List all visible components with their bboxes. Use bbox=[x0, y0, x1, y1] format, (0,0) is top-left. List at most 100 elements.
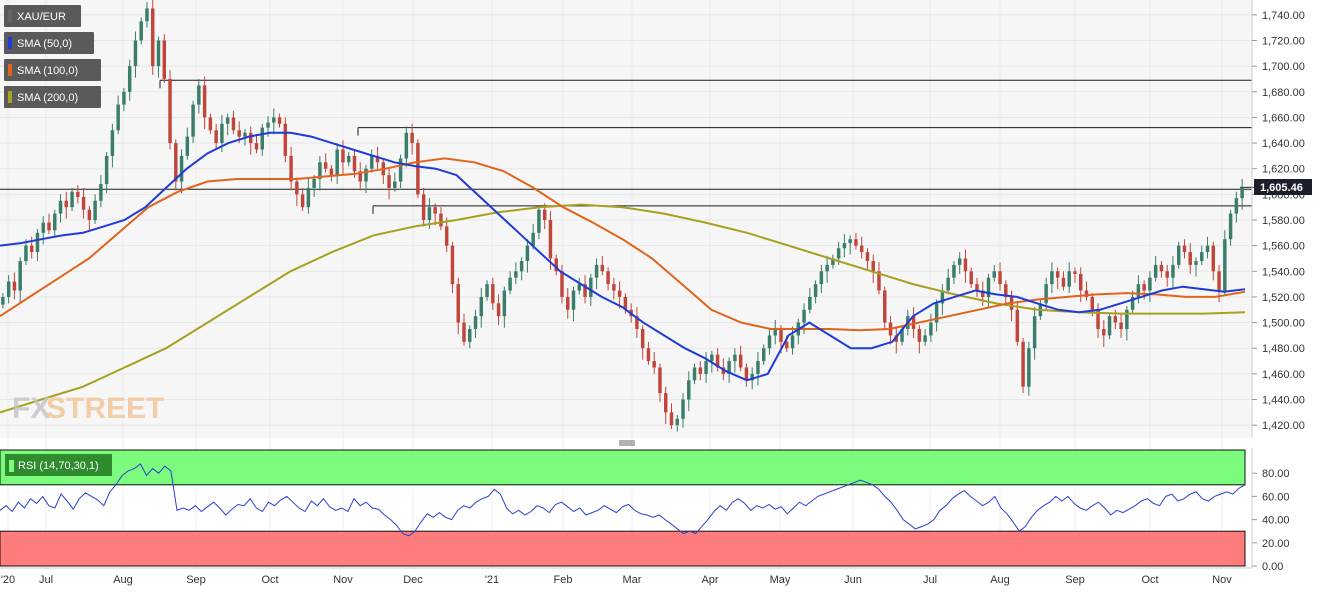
candle-body bbox=[640, 329, 645, 349]
candle-body bbox=[1176, 245, 1181, 265]
candle-body bbox=[1171, 264, 1175, 278]
candle-body bbox=[329, 168, 334, 176]
candle-body bbox=[295, 181, 299, 195]
candle-body bbox=[946, 277, 950, 291]
candle-body bbox=[1194, 261, 1198, 265]
candle-body bbox=[1107, 316, 1112, 336]
candle-body bbox=[133, 40, 138, 67]
time-axis[interactable]: '20 Jul Aug Sep Oct Nov Dec '21 Feb Mar Apr May Jun J… bbox=[0, 567, 1252, 586]
candle-body bbox=[398, 158, 403, 182]
candle-body bbox=[537, 209, 541, 233]
rsi-label-box[interactable] bbox=[5, 454, 112, 476]
candle-body bbox=[848, 239, 852, 244]
price-tick-label: 1,500.00 bbox=[1262, 318, 1305, 330]
last-price-label: 1,605.46 bbox=[1260, 182, 1303, 194]
sma-50-line bbox=[0, 131, 1246, 382]
candle-body bbox=[635, 316, 639, 329]
candle-body bbox=[491, 284, 495, 304]
time-tick-label: Nov bbox=[333, 574, 353, 586]
candle-body bbox=[767, 335, 772, 349]
candle-body bbox=[283, 123, 288, 156]
candle-body bbox=[70, 191, 74, 208]
rsi-tick-label: 20.00 bbox=[1262, 538, 1290, 550]
candle-body bbox=[1067, 271, 1071, 287]
candle-body bbox=[404, 132, 409, 159]
candle-body bbox=[865, 252, 870, 262]
candle-body bbox=[1004, 284, 1008, 297]
candle-body bbox=[773, 329, 777, 336]
candle-body bbox=[900, 329, 904, 342]
candle-body bbox=[836, 248, 841, 259]
candle-body bbox=[969, 271, 973, 285]
rsi-axis[interactable]: 80.00 60.00 40.00 20.00 0.00 bbox=[1251, 448, 1290, 573]
candle-body bbox=[393, 181, 397, 188]
legend-item[interactable] bbox=[4, 59, 101, 81]
candle-body bbox=[1182, 245, 1187, 253]
legend-item[interactable] bbox=[4, 32, 94, 54]
legend-label: SMA (100,0) bbox=[17, 65, 78, 77]
candle-body bbox=[370, 155, 374, 169]
candle-body bbox=[237, 130, 241, 137]
time-tick-label: May bbox=[770, 574, 791, 586]
horizontal-levels bbox=[0, 79, 1254, 214]
candle-body bbox=[162, 40, 166, 79]
price-tick-label: 1,700.00 bbox=[1262, 61, 1305, 73]
candle-body bbox=[721, 367, 726, 374]
candle-body bbox=[560, 271, 564, 297]
candle-body bbox=[1223, 239, 1227, 291]
price-tick-label: 1,540.00 bbox=[1262, 266, 1305, 278]
candle-body bbox=[145, 8, 149, 22]
sma-200-line bbox=[0, 203, 1246, 414]
price-panel[interactable] bbox=[0, 0, 1252, 438]
sma-100-line bbox=[0, 157, 1246, 332]
time-tick-label: Jul bbox=[39, 574, 53, 586]
candle-body bbox=[669, 412, 674, 426]
time-tick-label: Jun bbox=[844, 574, 862, 586]
rsi-tick-label: 0.00 bbox=[1262, 561, 1283, 573]
candle-body bbox=[1027, 348, 1031, 387]
candle-body bbox=[957, 258, 962, 265]
candle-body bbox=[300, 194, 305, 208]
candle-body bbox=[104, 155, 109, 185]
candle-body bbox=[963, 258, 968, 272]
rsi-label: RSI (14,70,30,1) bbox=[18, 460, 99, 472]
rsi-tick-label: 80.00 bbox=[1262, 468, 1290, 480]
legend-swatch bbox=[8, 64, 12, 76]
price-tick-label: 1,440.00 bbox=[1262, 395, 1305, 407]
candle-body bbox=[179, 155, 184, 182]
candle-body bbox=[76, 191, 80, 197]
candle-body bbox=[1211, 245, 1216, 272]
candle-body bbox=[58, 200, 63, 214]
price-tick-label: 1,680.00 bbox=[1262, 87, 1305, 99]
candle-body bbox=[727, 361, 731, 374]
candle-body bbox=[358, 171, 362, 182]
legend-item[interactable] bbox=[4, 86, 101, 108]
candle-body bbox=[24, 245, 28, 262]
candle-body bbox=[750, 373, 754, 381]
candle-body bbox=[421, 194, 426, 220]
legend: XAU/EUR SMA (50,0) SMA (100,0) SMA (200,0) bbox=[4, 5, 101, 108]
candle-body bbox=[1050, 271, 1054, 285]
candle-body bbox=[410, 132, 414, 144]
candle-body bbox=[952, 264, 956, 278]
price-tick-label: 1,640.00 bbox=[1262, 138, 1305, 150]
candle-body bbox=[1159, 264, 1164, 272]
candle-body bbox=[675, 418, 679, 426]
candle-body bbox=[566, 296, 570, 310]
last-price-badge bbox=[1254, 179, 1312, 195]
legend-swatch bbox=[8, 37, 12, 49]
legend-item[interactable] bbox=[4, 5, 81, 27]
candle-body bbox=[1079, 273, 1083, 291]
candle-body bbox=[1102, 329, 1106, 336]
candle-body bbox=[64, 200, 69, 208]
candle-body bbox=[934, 303, 939, 323]
candle-body bbox=[81, 196, 86, 210]
legend-swatch bbox=[8, 10, 12, 22]
candle-body bbox=[312, 178, 316, 188]
candle-body bbox=[813, 284, 818, 297]
candle-body bbox=[185, 136, 190, 156]
candle-body bbox=[1165, 271, 1169, 278]
candle-body bbox=[715, 354, 720, 368]
